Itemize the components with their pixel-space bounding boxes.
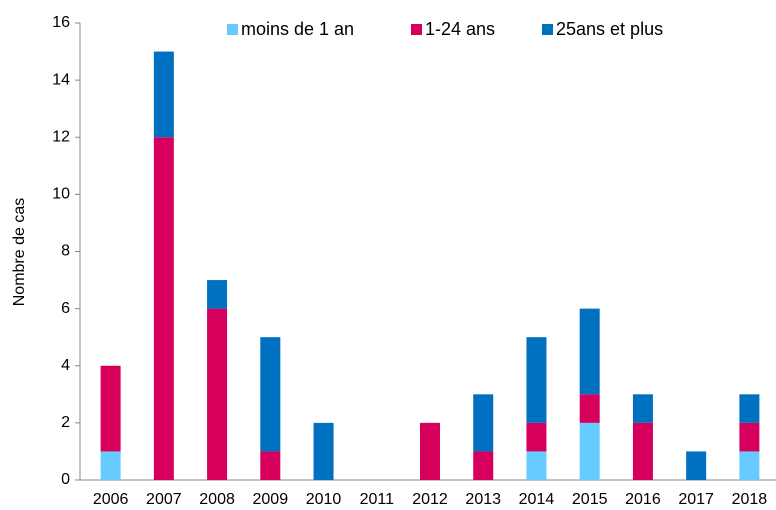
legend-swatch	[227, 24, 238, 35]
bar-segment	[100, 365, 121, 452]
legend-label: 25ans et plus	[556, 19, 663, 39]
bar-segment	[686, 451, 707, 480]
bar-segment	[207, 308, 228, 480]
bar-segment	[579, 422, 600, 480]
x-tick-label: 2013	[465, 491, 501, 508]
y-tick-label: 4	[61, 357, 70, 374]
bar-segment	[632, 394, 653, 423]
bar-segment	[473, 451, 494, 480]
x-tick-label: 2014	[519, 491, 555, 508]
bar-segment	[579, 308, 600, 395]
bar-segment	[526, 422, 547, 452]
y-tick-label: 2	[61, 414, 70, 431]
x-tick-label: 2009	[253, 491, 289, 508]
legend-swatch	[542, 24, 553, 35]
bar-segment	[526, 451, 547, 480]
bar-segment	[579, 394, 600, 423]
bar-segment	[207, 280, 228, 309]
bar-segment	[100, 451, 121, 480]
bar-segment	[153, 51, 174, 138]
bar-segment	[739, 451, 760, 480]
x-tick-label: 2006	[93, 491, 129, 508]
y-tick-label: 0	[61, 471, 70, 488]
x-tick-label: 2018	[732, 491, 768, 508]
bar-segment	[632, 422, 653, 480]
bar-segment	[526, 337, 547, 423]
x-tick-label: 2012	[412, 491, 448, 508]
y-tick-label: 14	[52, 71, 70, 88]
bar-segment	[313, 422, 334, 480]
bar-segment	[420, 422, 440, 480]
bar-segment	[260, 451, 281, 480]
x-tick-label: 2015	[572, 491, 608, 508]
y-tick-label: 6	[61, 300, 70, 317]
legend-swatch	[411, 24, 422, 35]
y-tick-label: 8	[61, 243, 70, 260]
y-tick-label: 12	[52, 128, 70, 145]
bar-segment	[739, 394, 760, 423]
x-tick-label: 2007	[146, 491, 182, 508]
bar-segment	[473, 394, 494, 452]
x-tick-label: 2017	[678, 491, 714, 508]
x-tick-label: 2008	[199, 491, 235, 508]
legend-label: moins de 1 an	[241, 19, 354, 39]
bar-segment	[739, 422, 760, 452]
x-tick-label: 2010	[306, 491, 342, 508]
bar-segment	[260, 337, 281, 452]
y-tick-label: 16	[52, 14, 70, 31]
y-axis-label: Nombre de cas	[11, 198, 28, 307]
x-tick-label: 2016	[625, 491, 661, 508]
legend-label: 1-24 ans	[425, 19, 495, 39]
bar-segment	[153, 137, 174, 480]
y-tick-label: 10	[52, 186, 70, 203]
x-tick-label: 2011	[360, 491, 395, 508]
